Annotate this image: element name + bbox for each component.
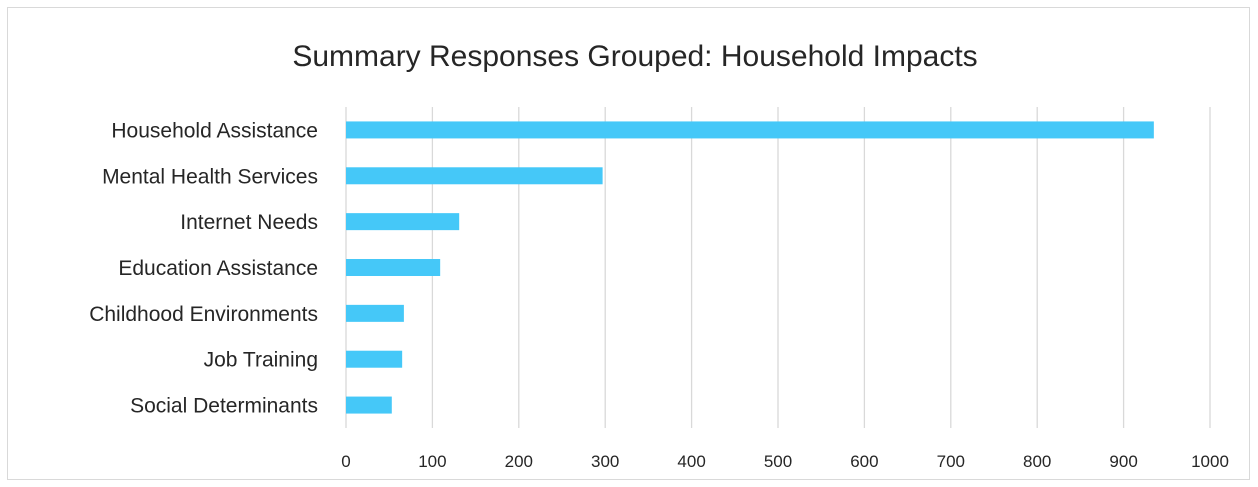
x-tick-label: 900 [1109,452,1137,471]
chart-frame [7,7,1250,480]
x-tick-label: 300 [591,452,619,471]
bar [346,396,392,414]
category-label: Job Training [204,349,318,372]
x-tick-label: 400 [677,452,705,471]
bar [346,259,441,276]
x-tick-label: 1000 [1191,452,1229,471]
gridlines [345,107,1211,428]
x-tick-label: 100 [418,452,446,471]
bar [346,121,1154,139]
bars [346,121,1154,414]
x-axis-tick-labels: 0 100 200 300 400 500 600 700 800 900 1000 [341,452,1229,471]
x-tick-label: 800 [1023,452,1051,471]
x-tick-label: 600 [850,452,878,471]
bar [346,167,603,185]
x-tick-label: 500 [764,452,792,471]
bar [346,350,403,368]
category-label: Education Assistance [118,257,318,280]
category-label: Childhood Environments [89,303,318,326]
x-tick-label: 200 [505,452,533,471]
x-tick-label: 0 [341,452,350,471]
category-label: Mental Health Services [102,165,318,188]
category-labels: Household Assistance Mental Health Servic… [89,119,318,417]
category-label: Social Determinants [130,395,318,418]
category-label: Household Assistance [111,119,318,142]
x-tick-label: 700 [937,452,965,471]
category-label: Internet Needs [180,211,318,234]
chart-title: Summary Responses Grouped: Household Imp… [292,40,977,73]
bar [346,213,460,231]
bar [346,304,404,322]
